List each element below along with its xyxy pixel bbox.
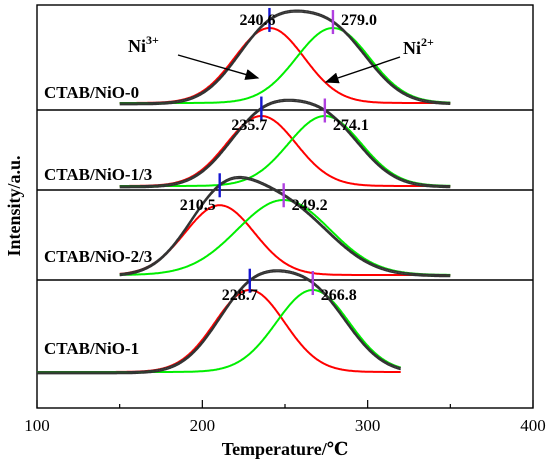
y-axis-title: Intensity/a.u.	[4, 155, 24, 256]
sample-label: CTAB/NiO-0	[44, 83, 139, 102]
peak-position-label: 240.6	[239, 12, 275, 29]
panel-4: 228.7 266.8 CTAB/NiO-1	[37, 268, 533, 375]
sample-label: CTAB/NiO-1/3	[44, 165, 152, 184]
x-tick-label: 200	[190, 416, 216, 435]
peak-position-label: 266.8	[321, 287, 357, 304]
panel-2: 235.7 274.1 CTAB/NiO-1/3	[37, 96, 533, 189]
peak-position-label: 228.7	[222, 287, 258, 304]
panel-1: 240.6 279.0 CTAB/NiO-0	[44, 7, 451, 106]
envelope-curve	[37, 269, 401, 373]
x-axis-title: Temperature/℃	[222, 439, 349, 459]
ni3-fit-curve	[119, 115, 451, 187]
panel-3: 210.5 249.2 CTAB/NiO-2/3	[37, 173, 533, 278]
ni3-fit-curve	[119, 204, 451, 276]
x-tick-label: 300	[355, 416, 381, 435]
ni2-superscript: 2+	[421, 35, 434, 49]
ni2-annotation: Ni2+	[403, 35, 434, 58]
envelope-curve	[119, 98, 451, 187]
ni3-annotation: Ni3+	[128, 33, 159, 56]
envelope-curve	[119, 9, 451, 104]
peak-position-label: 279.0	[341, 12, 377, 29]
ni3-superscript: 3+	[146, 33, 159, 47]
peak-position-label: 249.2	[292, 197, 328, 214]
ni2-fit-curve	[119, 115, 451, 187]
peak-position-label: 274.1	[333, 117, 369, 134]
peak-position-label: 235.7	[231, 117, 267, 134]
envelope-curve-shadow	[119, 11, 451, 106]
envelope-curve-shadow	[119, 100, 451, 189]
sample-label: CTAB/NiO-1	[44, 339, 139, 358]
envelope-curve	[119, 175, 451, 276]
ni3-arrow	[177, 54, 260, 80]
peak-position-label: 210.5	[180, 197, 216, 214]
sample-label: CTAB/NiO-2/3	[44, 247, 152, 266]
envelope-curve-shadow	[119, 177, 451, 278]
x-tick-label: 400	[520, 416, 546, 435]
x-tick-label: 100	[24, 416, 50, 435]
envelope-curve-shadow	[37, 270, 401, 375]
ni2-arrow	[324, 56, 401, 84]
